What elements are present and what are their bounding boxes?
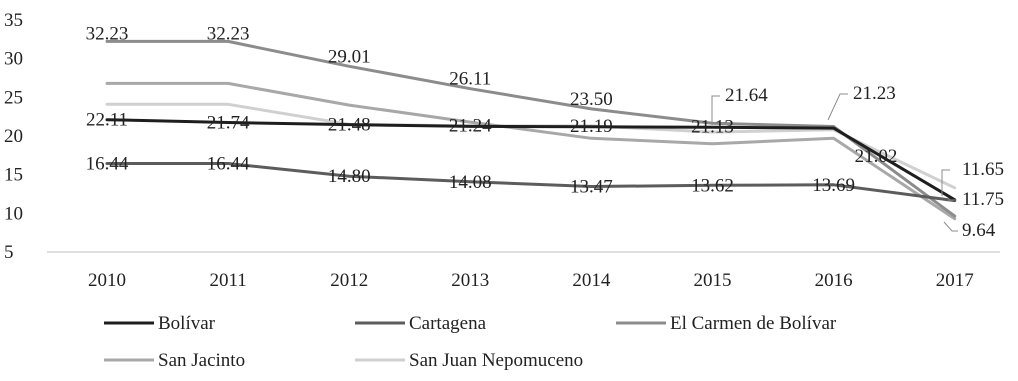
x-tick-label: 2016	[815, 270, 853, 291]
data-label: 16.44	[86, 154, 129, 175]
axes: 5 10 15 20 25 30 35 2010 2011 2012 2013 2014 2015 201…	[4, 10, 1000, 291]
data-label: 32.23	[86, 23, 129, 44]
data-label: 11.75	[962, 189, 1004, 210]
x-tick-label: 2010	[88, 270, 126, 291]
legend: Bolívar Cartagena El Carmen de Bolívar San …	[104, 313, 837, 371]
series-line-4	[105, 81, 957, 221]
y-tick-label: 5	[4, 242, 14, 263]
y-tick-label: 20	[4, 126, 23, 147]
data-labels: 32.23 32.23 29.01 26.11 23.50 21.64 21.23 9.64 2…	[86, 23, 1004, 241]
data-label: 26.11	[449, 69, 491, 90]
series-line-3	[105, 39, 957, 218]
legend-label-3: El Carmen de Bolívar	[670, 313, 837, 334]
series-lines	[105, 39, 957, 221]
data-label: 13.62	[691, 175, 734, 196]
data-label: 32.23	[207, 23, 250, 44]
data-label: 21.02	[855, 146, 898, 167]
x-tick-label: 2011	[209, 270, 246, 291]
data-label: 9.64	[962, 220, 996, 241]
y-tick-label: 25	[4, 87, 23, 108]
series-line-1	[105, 118, 957, 202]
data-label: 13.69	[812, 175, 855, 196]
y-tick-label: 10	[4, 203, 23, 224]
x-tick-label: 2017	[936, 270, 974, 291]
y-tick-label: 15	[4, 165, 23, 186]
data-label: 21.64	[725, 85, 768, 106]
data-label: 21.48	[328, 115, 371, 136]
y-tick-label: 35	[4, 10, 23, 31]
data-label: 21.19	[570, 116, 613, 137]
data-label: 13.47	[570, 176, 613, 197]
data-label: 29.01	[328, 46, 371, 67]
data-label-leader	[827, 93, 848, 121]
data-label: 14.08	[449, 172, 492, 193]
legend-label-2: Cartagena	[409, 313, 487, 334]
data-label: 22.11	[86, 110, 128, 131]
legend-label-4: San Jacinto	[158, 350, 245, 371]
data-label-leader	[943, 221, 958, 232]
x-tick-label: 2012	[330, 270, 368, 291]
data-label: 11.65	[962, 159, 1004, 180]
y-tick-label: 30	[4, 49, 23, 70]
data-label: 16.44	[207, 154, 250, 175]
data-label: 21.23	[853, 83, 896, 104]
data-label: 21.24	[449, 115, 492, 136]
x-tick-label: 2015	[694, 270, 732, 291]
data-label: 21.13	[691, 116, 734, 137]
data-label-leader	[941, 169, 950, 196]
data-label: 14.80	[328, 166, 371, 187]
series-line-2	[105, 162, 957, 203]
data-label-leader	[711, 95, 720, 125]
data-label: 23.50	[570, 89, 613, 110]
x-tick-label: 2013	[451, 270, 489, 291]
legend-label-1: Bolívar	[158, 313, 216, 334]
legend-label-5: San Juan Nepomuceno	[409, 350, 583, 371]
x-tick-label: 2014	[572, 270, 611, 291]
data-label: 21.74	[207, 113, 250, 134]
